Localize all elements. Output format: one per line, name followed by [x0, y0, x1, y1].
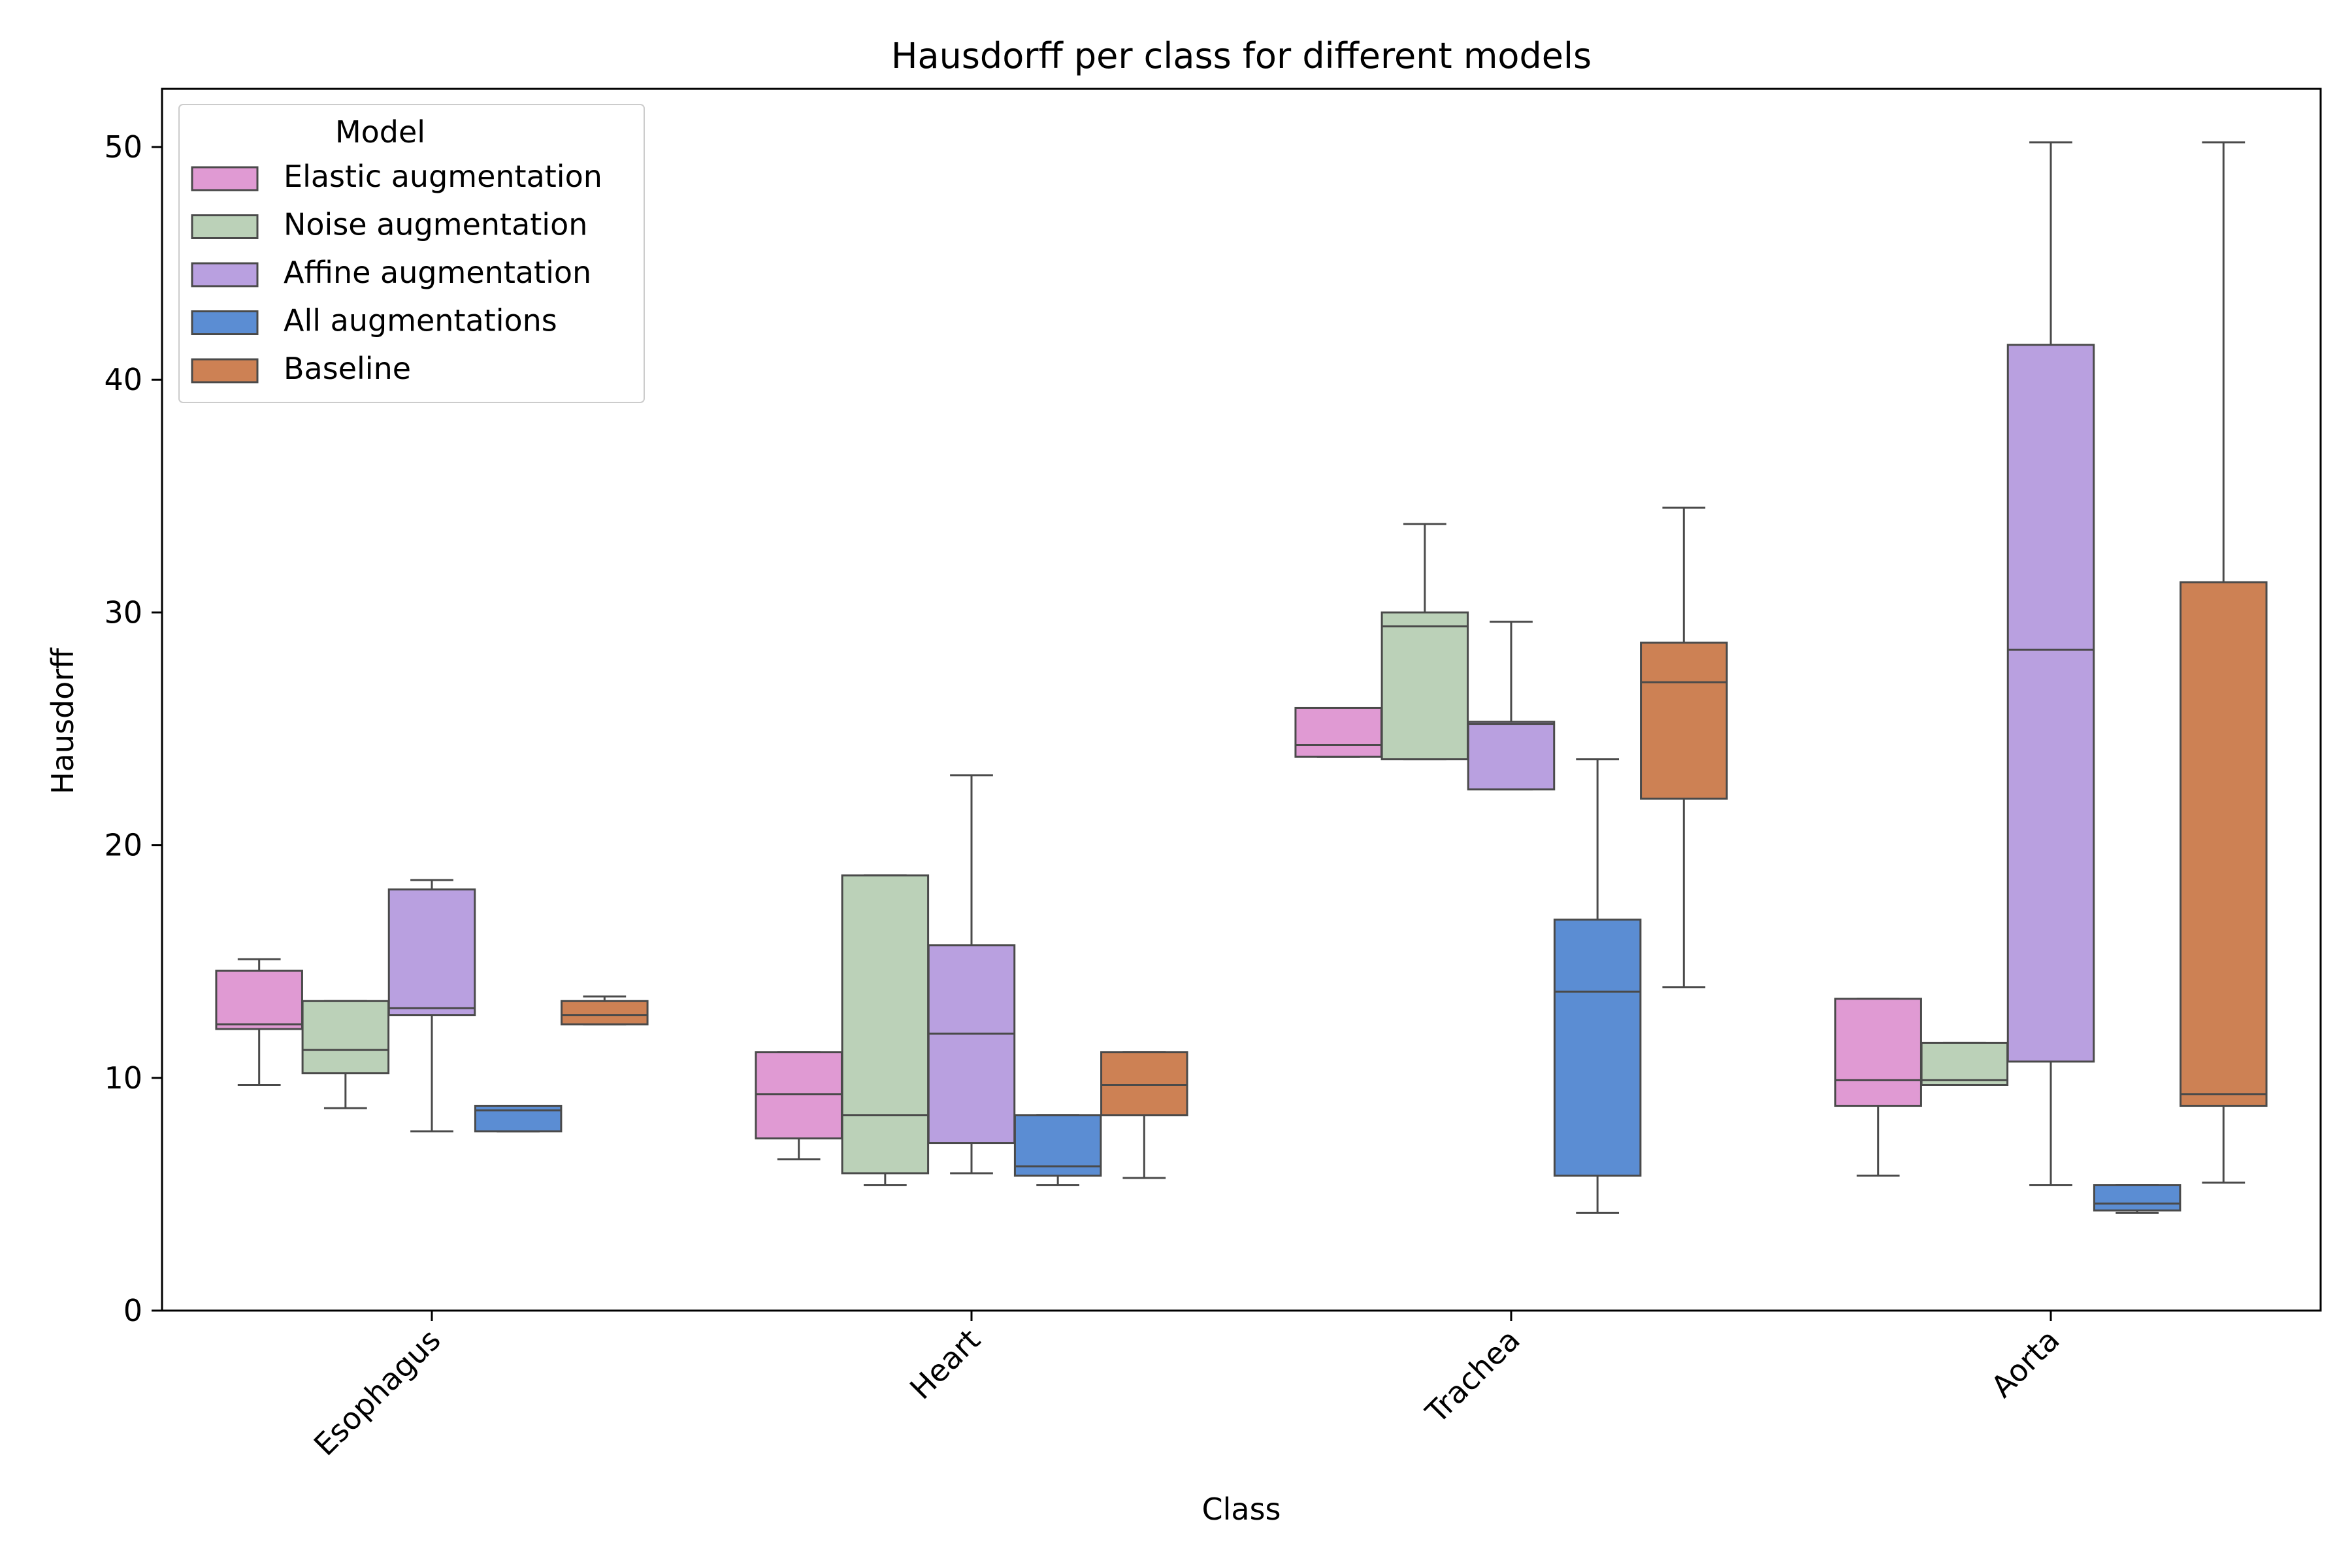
legend-item: Affine augmentation [191, 255, 591, 290]
legend-swatch [191, 310, 259, 335]
box-iqr [841, 874, 930, 1175]
box-trachea-2 [1467, 621, 1556, 791]
box-iqr [2093, 1184, 2181, 1212]
plot-frame [161, 88, 2322, 1312]
box-esophagus-4 [561, 995, 649, 1026]
legend-swatch [191, 262, 259, 287]
box-iqr [301, 1000, 390, 1075]
box-trachea-0 [1294, 706, 1382, 758]
box-aorta-0 [1834, 998, 1922, 1177]
legend-item: Baseline [191, 351, 411, 386]
box-heart-2 [927, 774, 1016, 1175]
box-iqr [387, 888, 476, 1017]
legend: Model Elastic augmentation Noise augmentat… [178, 104, 645, 403]
y-axis-title: Hausdorff [45, 647, 80, 794]
legend-item: Elastic augmentation [191, 159, 602, 194]
legend-swatch [191, 358, 259, 384]
box-esophagus-2 [387, 879, 476, 1133]
box-aorta-4 [2180, 141, 2268, 1184]
box-iqr [927, 944, 1016, 1145]
x-axis-title: Class [1201, 1492, 1281, 1527]
legend-item: Noise augmentation [191, 207, 587, 242]
box-iqr [2180, 581, 2268, 1107]
box-aorta-3 [2093, 1184, 2181, 1214]
y-tick-label: 10 [104, 1060, 142, 1096]
legend-label: Baseline [284, 351, 411, 386]
box-iqr [561, 1000, 649, 1026]
legend-frame [178, 104, 645, 403]
box-trachea-1 [1380, 523, 1469, 760]
box-iqr [1294, 706, 1382, 758]
box-aorta-2 [2006, 141, 2095, 1186]
legend-label: Noise augmentation [284, 207, 587, 242]
y-tick-label: 20 [104, 828, 142, 863]
box-esophagus-0 [215, 958, 303, 1086]
box-iqr [215, 970, 303, 1030]
y-tick-label: 0 [123, 1293, 142, 1328]
box-esophagus-1 [301, 1000, 390, 1109]
legend-swatch [191, 214, 259, 239]
box-heart-4 [1100, 1051, 1188, 1179]
box-aorta-1 [1920, 1041, 2009, 1086]
y-tick-label: 30 [104, 595, 142, 630]
box-heart-0 [755, 1051, 843, 1160]
y-tick-label: 50 [104, 129, 142, 165]
legend-swatch [191, 166, 259, 191]
legend-title: Model [335, 114, 425, 150]
legend-label: Affine augmentation [284, 255, 591, 290]
box-iqr [1100, 1051, 1188, 1117]
box-trachea-4 [1640, 506, 1728, 988]
box-iqr [755, 1051, 843, 1139]
box-iqr [1920, 1041, 2009, 1086]
legend-label: Elastic augmentation [284, 159, 602, 194]
box-iqr [1640, 642, 1728, 800]
box-iqr [1380, 611, 1469, 760]
box-iqr [1834, 998, 1922, 1107]
box-trachea-3 [1553, 758, 1642, 1214]
box-heart-1 [841, 874, 930, 1186]
box-heart-3 [1013, 1114, 1102, 1186]
box-esophagus-3 [474, 1105, 563, 1133]
box-iqr [1467, 721, 1556, 791]
y-tick-label: 40 [104, 362, 142, 397]
chart-title: Hausdorff per class for different models [891, 35, 1592, 76]
plot-area [215, 141, 2268, 1214]
legend-label: All augmentations [284, 303, 557, 338]
box-iqr [1553, 919, 1642, 1177]
box-iqr [2006, 344, 2095, 1063]
legend-item: All augmentations [191, 303, 557, 338]
